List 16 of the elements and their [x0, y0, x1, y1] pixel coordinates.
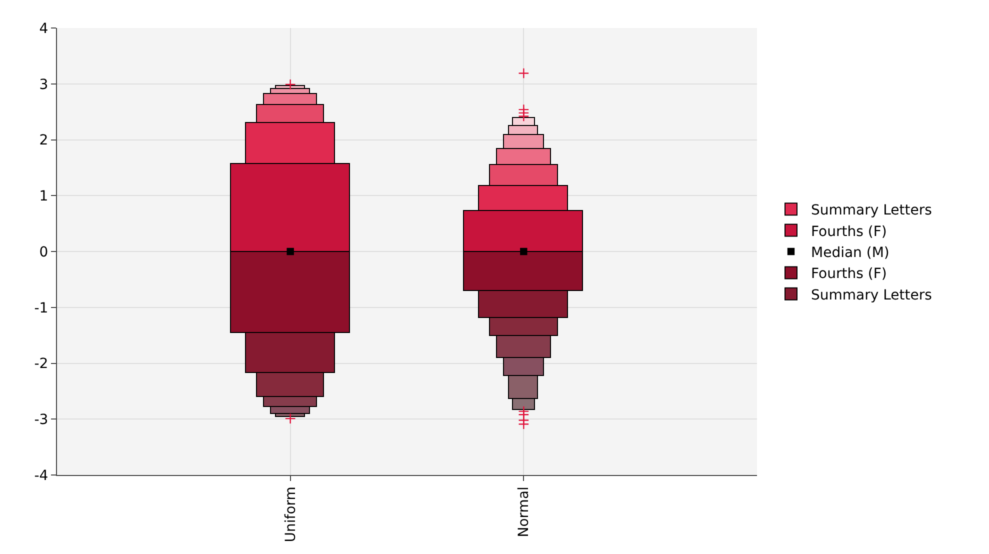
y-tick-label: -4 [34, 468, 48, 484]
y-tick-label: 0 [39, 244, 48, 260]
y-tick-label: -2 [34, 356, 48, 372]
legend-label: Fourths (F) [811, 266, 887, 282]
y-tick-label: 4 [39, 20, 48, 37]
y-tick-label: 2 [39, 132, 48, 149]
legend-label: Summary Letters [811, 287, 932, 304]
x-tick-label: Uniform [282, 486, 299, 542]
legend-label: Fourths (F) [811, 224, 887, 240]
y-tick-label: 3 [39, 76, 48, 93]
x-tick-label: Normal [516, 486, 532, 538]
y-tick-label: 1 [39, 188, 48, 205]
y-tick-label: -1 [34, 300, 48, 316]
legend-label: Summary Letters [811, 202, 932, 219]
y-tick-label: -3 [34, 412, 48, 428]
legend-label: Median (M) [811, 244, 890, 261]
